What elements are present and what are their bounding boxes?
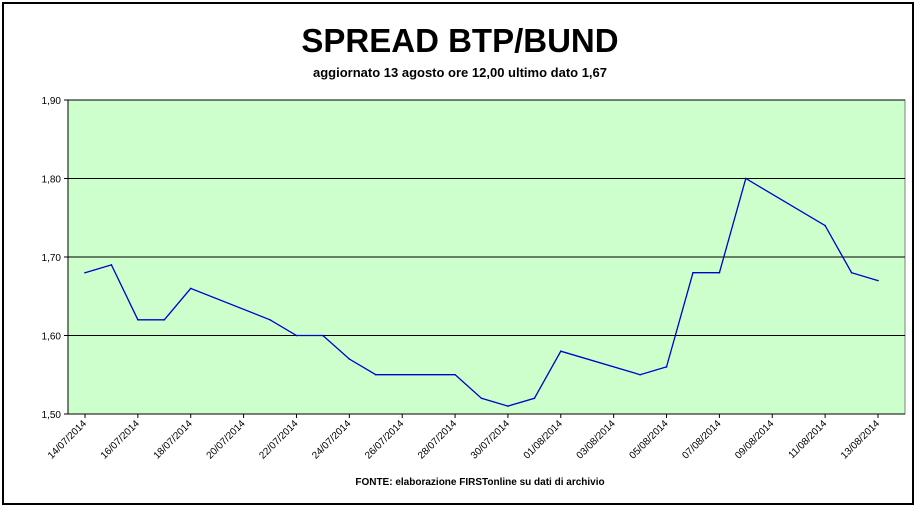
data-point bbox=[718, 271, 721, 274]
x-tick-label: 14/07/2014 bbox=[46, 418, 89, 461]
data-point bbox=[639, 373, 641, 376]
x-tick-label: 01/08/2014 bbox=[522, 418, 565, 461]
source-note: FONTE: elaborazione FIRSTonline su dati … bbox=[355, 477, 605, 488]
x-tick-label: 09/08/2014 bbox=[733, 418, 776, 461]
data-point bbox=[374, 373, 377, 376]
x-tick-label: 13/08/2014 bbox=[839, 418, 882, 461]
x-tick-label: 03/08/2014 bbox=[575, 418, 618, 461]
x-tick-label: 28/07/2014 bbox=[416, 418, 459, 461]
data-point bbox=[454, 373, 456, 376]
grid-lines bbox=[68, 99, 905, 336]
data-point bbox=[322, 334, 324, 337]
data-point bbox=[850, 271, 853, 274]
y-tick-labels: 1,50 1,60 1,70 1,80 1,90 bbox=[42, 96, 62, 421]
data-point bbox=[745, 177, 747, 180]
x-tick-labels: 14/07/2014 16/07/2014 18/07/2014 20/07/2014… bbox=[46, 418, 882, 461]
data-point bbox=[560, 350, 562, 353]
data-point bbox=[507, 405, 509, 407]
chart-subtitle: aggiornato 13 agosto ore 12,00 ultimo da… bbox=[312, 65, 608, 80]
x-tick-label: 20/07/2014 bbox=[205, 418, 248, 461]
data-point bbox=[189, 287, 192, 290]
y-tick-label: 1,90 bbox=[42, 96, 62, 107]
data-point bbox=[665, 366, 668, 368]
x-tick-label: 18/07/2014 bbox=[152, 418, 195, 461]
data-point bbox=[295, 334, 298, 337]
y-tick-label: 1,80 bbox=[42, 175, 62, 186]
data-point bbox=[480, 397, 483, 400]
x-tick-label: 26/07/2014 bbox=[363, 418, 406, 461]
y-tick-label: 1,70 bbox=[42, 253, 62, 264]
y-tick-label: 1,60 bbox=[42, 332, 62, 343]
x-tick-label: 30/07/2014 bbox=[469, 418, 512, 461]
x-tick-label: 07/08/2014 bbox=[680, 418, 723, 461]
chart-title: SPREAD BTP/BUND bbox=[301, 22, 619, 59]
x-tick-label: 11/08/2014 bbox=[787, 418, 830, 461]
x-tick-label: 05/08/2014 bbox=[627, 418, 670, 461]
x-tick-label: 22/07/2014 bbox=[257, 418, 300, 461]
data-point bbox=[110, 264, 113, 266]
data-point bbox=[692, 271, 694, 274]
data-point bbox=[877, 279, 879, 282]
data-points bbox=[84, 177, 879, 407]
axes bbox=[64, 99, 905, 418]
data-point bbox=[137, 319, 139, 321]
data-point bbox=[348, 358, 351, 360]
data-point bbox=[269, 319, 271, 321]
data-point bbox=[84, 271, 86, 274]
data-point bbox=[824, 224, 826, 227]
x-tick-label: 24/07/2014 bbox=[310, 418, 353, 461]
y-tick-label: 1,50 bbox=[42, 410, 62, 421]
x-tick-label: 16/07/2014 bbox=[99, 418, 142, 461]
data-point bbox=[163, 319, 166, 321]
data-point bbox=[533, 397, 536, 400]
